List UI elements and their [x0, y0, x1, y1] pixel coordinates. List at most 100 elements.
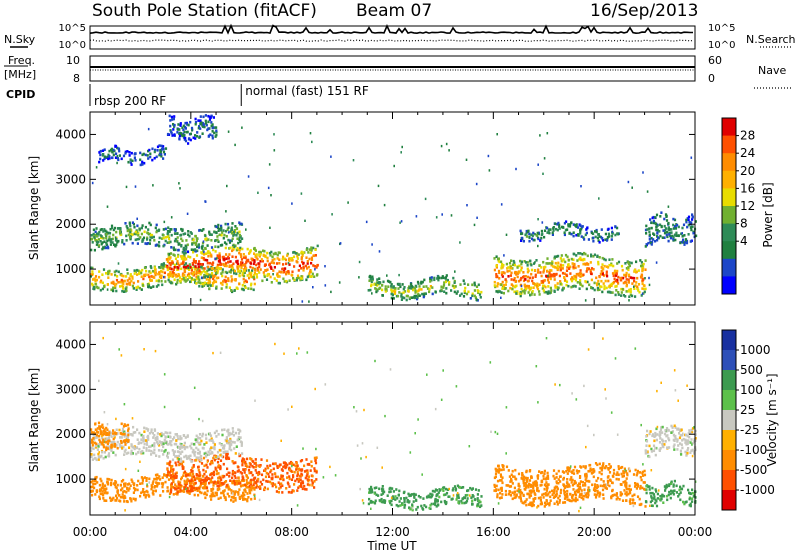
echo-cell — [543, 279, 546, 282]
echo-cell — [375, 281, 379, 284]
echo-cell — [614, 274, 618, 277]
echo-cell — [553, 489, 556, 492]
echo-cell — [164, 147, 168, 150]
echo-cell — [265, 459, 269, 462]
echo-cell — [190, 248, 193, 251]
echo-cell — [98, 434, 101, 438]
echo-cell — [105, 499, 108, 502]
echo-cell — [392, 289, 395, 293]
echo-cell — [368, 487, 371, 491]
echo-cell — [180, 227, 183, 231]
echo-cell — [108, 235, 111, 239]
echo-cell — [230, 228, 233, 231]
echo-cell — [566, 482, 569, 486]
echo-cell — [442, 283, 446, 287]
echo-cell — [251, 258, 254, 262]
echo-cell — [628, 299, 630, 302]
echo-cell — [240, 494, 243, 498]
echo-cell — [400, 295, 403, 298]
echo-cell — [154, 148, 157, 152]
echo-cell — [249, 273, 252, 276]
echo-cell — [242, 468, 245, 472]
echo-cell — [231, 473, 234, 476]
echo-cell — [238, 497, 241, 500]
echo-cell — [543, 235, 546, 239]
echo-cell — [210, 268, 213, 272]
echo-cell — [629, 293, 632, 297]
echo-cell — [210, 478, 213, 482]
echo-cell — [643, 287, 646, 291]
echo-cell — [164, 236, 167, 239]
echo-cell — [602, 282, 605, 285]
echo-cell — [234, 431, 237, 435]
echo-cell — [146, 154, 149, 157]
echo-cell — [179, 488, 182, 492]
echo-cell — [516, 266, 519, 269]
echo-cell — [471, 292, 474, 296]
echo-cell — [534, 269, 537, 272]
echo-cell — [233, 278, 236, 282]
echo-cell — [600, 270, 603, 273]
echo-cell — [241, 283, 244, 287]
echo-cell — [102, 486, 105, 489]
echo-cell — [162, 228, 165, 231]
echo-cell — [94, 476, 97, 479]
echo-cell — [559, 282, 562, 286]
echo-cell — [524, 285, 527, 289]
echo-cell — [446, 278, 449, 282]
echo-cell — [633, 285, 635, 288]
echo-cell — [233, 491, 237, 495]
echo-cell — [167, 489, 170, 493]
echo-cell — [615, 477, 618, 481]
echo-cell — [210, 439, 213, 442]
echo-cell — [123, 279, 126, 283]
echo-cell — [105, 426, 108, 430]
station-title: South Pole Station (fitACF) — [92, 1, 317, 21]
echo-cell — [173, 263, 177, 267]
echo-cell — [424, 197, 427, 201]
echo-cell — [523, 260, 526, 263]
echo-cell — [92, 437, 95, 440]
echo-cell — [540, 229, 543, 233]
echo-cell — [608, 263, 611, 267]
echo-cell — [220, 226, 223, 230]
echo-cell — [229, 271, 232, 274]
echo-cell — [255, 464, 258, 467]
echo-cell — [570, 279, 574, 283]
echo-cell — [674, 227, 678, 230]
echo-cell — [209, 116, 212, 119]
echo-cell — [137, 451, 140, 454]
echo-cell — [90, 248, 93, 252]
echo-cell — [177, 446, 180, 449]
echo-cell — [495, 469, 498, 473]
echo-cell — [379, 281, 382, 284]
echo-cell — [391, 487, 394, 490]
echo-cell — [92, 232, 95, 236]
echo-cell — [285, 487, 288, 490]
echo-cell — [648, 227, 651, 230]
echo-cell — [521, 276, 525, 279]
echo-cell — [532, 484, 535, 488]
echo-cell — [273, 277, 276, 280]
echo-cell — [225, 242, 228, 246]
echo-cell — [202, 256, 205, 260]
echo-cell — [466, 489, 469, 493]
echo-cell — [119, 488, 123, 492]
echo-cell — [559, 266, 562, 269]
echo-cell — [621, 287, 624, 291]
echo-cell — [598, 241, 601, 244]
echo-cell — [629, 502, 632, 505]
echo-cell — [249, 250, 252, 254]
echo-cell — [225, 473, 228, 476]
echo-cell — [207, 265, 210, 269]
echo-cell — [190, 126, 194, 130]
echo-cell — [589, 261, 592, 264]
echo-cell — [246, 247, 249, 251]
echo-cell — [90, 237, 93, 241]
echo-cell — [99, 288, 102, 292]
echo-cell — [590, 253, 593, 257]
echo-cell — [151, 236, 154, 239]
echo-cell — [181, 239, 184, 243]
echo-cell — [103, 499, 106, 502]
